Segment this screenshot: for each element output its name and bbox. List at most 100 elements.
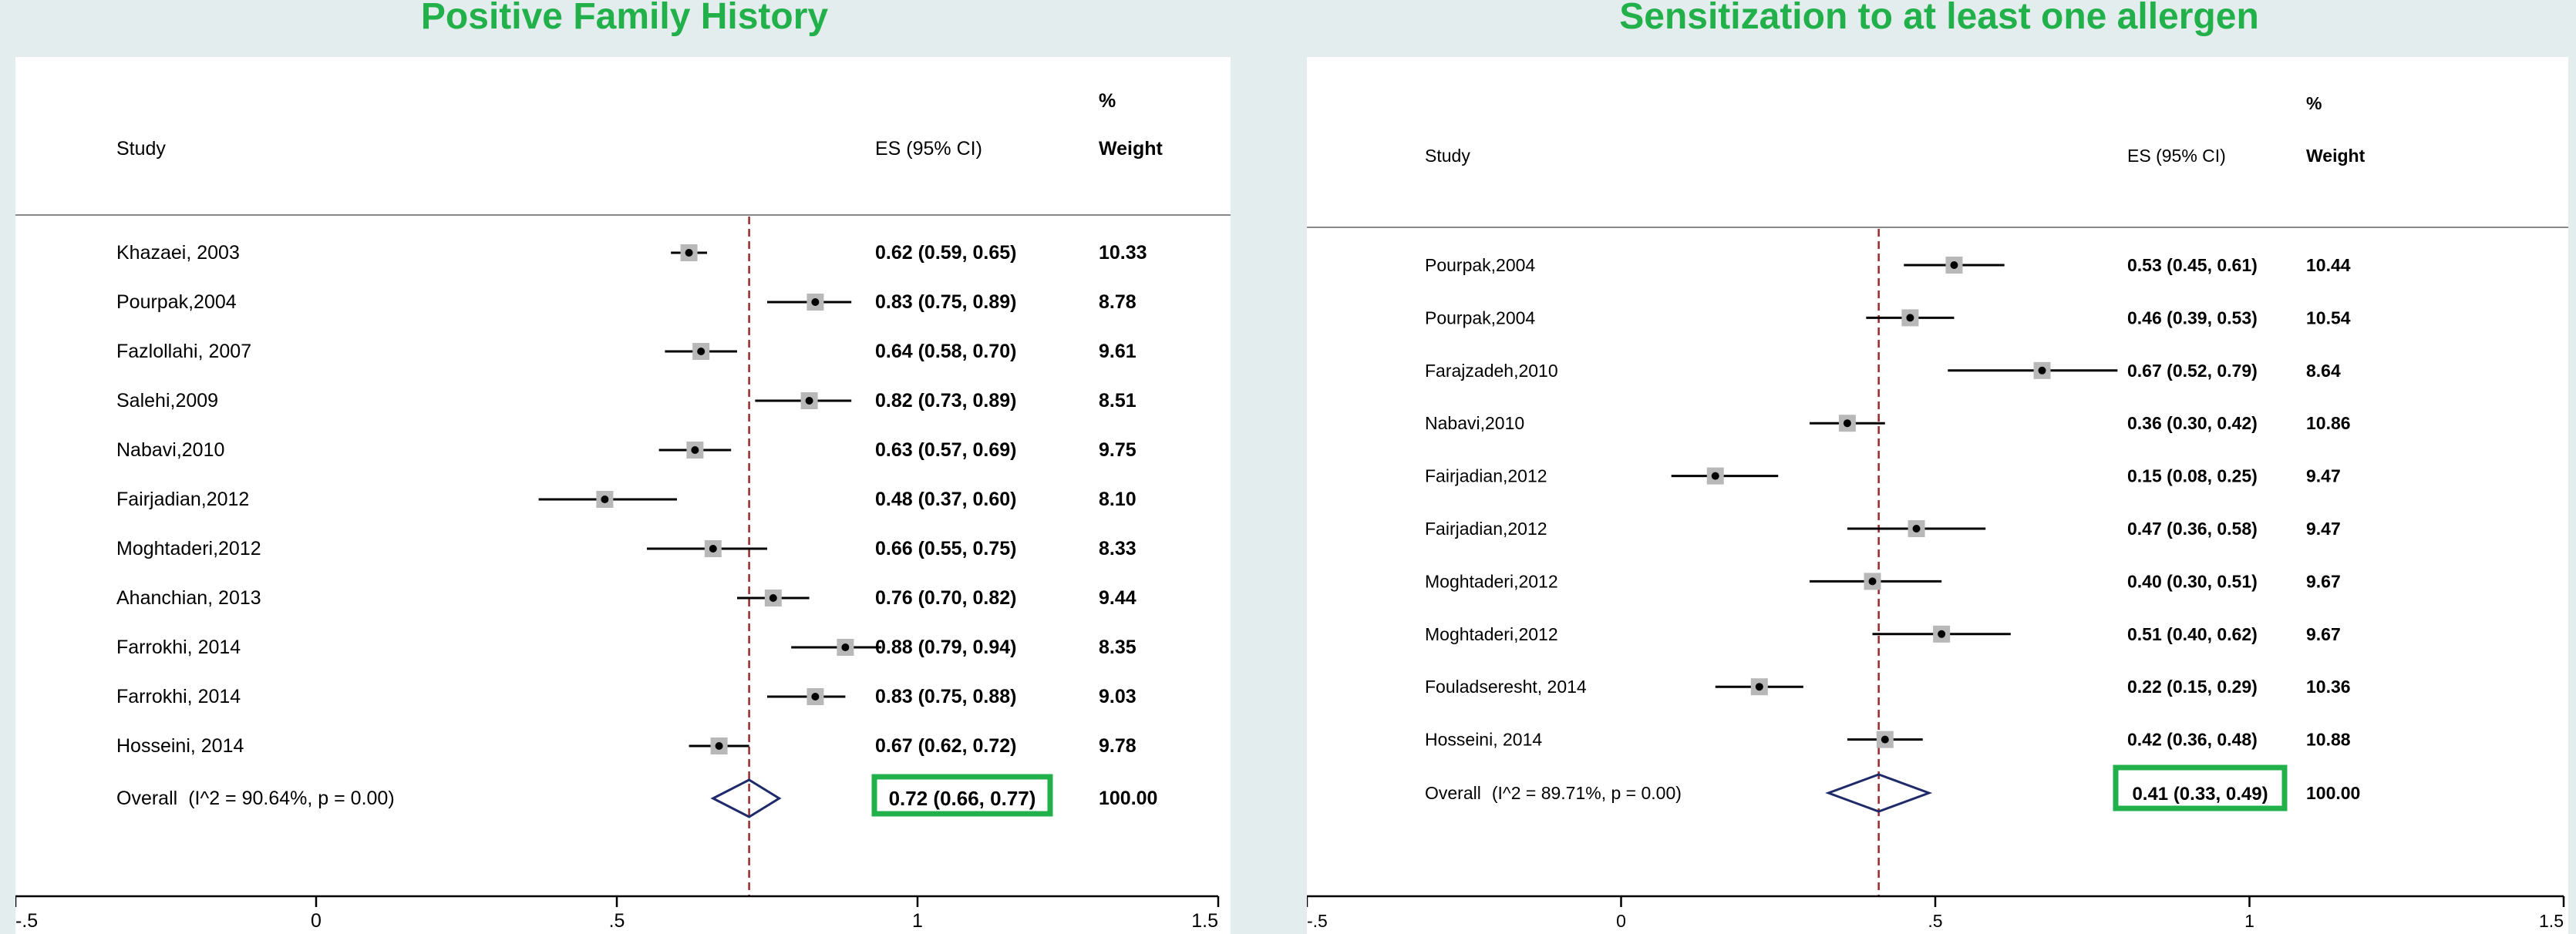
point-estimate	[811, 693, 820, 700]
point-estimate	[1868, 577, 1877, 586]
point-estimate	[601, 496, 609, 503]
study-name: Pourpak,2004	[1425, 307, 1535, 328]
weight-value: 8.35	[1099, 637, 1136, 658]
weight-value: 9.47	[2306, 466, 2341, 486]
point-estimate	[691, 446, 699, 454]
plot-area	[1307, 57, 2568, 934]
header-weight: Weight	[1099, 138, 1163, 160]
weight-value: 9.67	[2306, 571, 2341, 591]
study-name: Pourpak,2004	[1425, 255, 1535, 275]
es-value: 0.48 (0.37, 0.60)	[875, 489, 1016, 510]
overall-weight: 100.00	[1099, 788, 1157, 809]
overall-weight: 100.00	[2306, 783, 2360, 803]
x-tick-label: .5	[1928, 911, 1942, 931]
es-value: 0.40 (0.30, 0.51)	[2127, 571, 2258, 591]
es-value: 0.62 (0.59, 0.65)	[875, 242, 1016, 264]
study-name: Pourpak,2004	[116, 291, 237, 313]
point-estimate	[715, 742, 723, 750]
overall-diamond	[1825, 773, 1933, 813]
point-estimate	[1906, 314, 1914, 322]
study-name: Khazaei, 2003	[116, 242, 240, 264]
study-name: Farajzadeh,2010	[1425, 361, 1558, 381]
study-name: Farrokhi, 2014	[116, 637, 241, 658]
heterogeneity-stats: (I^2 = 90.64%, p = 0.00)	[188, 788, 394, 809]
es-value: 0.63 (0.57, 0.69)	[875, 439, 1016, 461]
es-value: 0.51 (0.40, 0.62)	[2127, 624, 2258, 644]
overall-diamond	[710, 778, 782, 818]
point-estimate	[811, 298, 820, 306]
es-value: 0.53 (0.45, 0.61)	[2127, 255, 2258, 275]
es-value: 0.76 (0.70, 0.82)	[875, 587, 1016, 609]
weight-value: 9.47	[2306, 519, 2341, 539]
es-value: 0.42 (0.36, 0.48)	[2127, 730, 2258, 750]
overall-es-value: 0.72 (0.66, 0.77)	[889, 787, 1036, 810]
point-estimate	[2038, 366, 2046, 375]
point-estimate	[805, 397, 813, 405]
study-name: Hosseini, 2014	[1425, 730, 1542, 750]
weight-value: 9.44	[1099, 587, 1136, 609]
x-tick-label: -.5	[1307, 911, 1328, 931]
study-name: Fairjadian,2012	[1425, 466, 1547, 486]
overall-label: Overall (I^2 = 89.71%, p = 0.00)	[1425, 783, 1682, 803]
study-name: Farrokhi, 2014	[116, 686, 241, 707]
point-estimate	[709, 545, 717, 553]
forest-plot-family-history: Study ES (95% CI)% Weight Khazaei, 2003 0.62…	[15, 57, 1231, 934]
point-estimate	[1938, 630, 1946, 638]
es-value: 0.46 (0.39, 0.53)	[2127, 307, 2258, 328]
study-name: Moghtaderi,2012	[1425, 571, 1558, 591]
header-percent: %	[1099, 90, 1116, 112]
weight-value: 10.44	[2306, 255, 2351, 275]
forest-plot-sensitization: Study ES (95% CI)% Weight Pourpak,2004 0.53 …	[1307, 57, 2568, 934]
study-name: Fouladseresht, 2014	[1425, 677, 1587, 697]
x-tick-label: 1	[912, 910, 923, 932]
x-tick-label: 0	[311, 910, 322, 932]
es-value: 0.47 (0.36, 0.58)	[2127, 519, 2258, 539]
es-value: 0.82 (0.73, 0.89)	[875, 390, 1016, 412]
study-name: Hosseini, 2014	[116, 735, 244, 757]
study-name: Nabavi,2010	[116, 439, 224, 461]
overall-highlight-box	[871, 774, 1053, 817]
study-name: Fairjadian,2012	[1425, 519, 1547, 539]
header-weight: Weight	[2306, 146, 2366, 166]
point-estimate	[685, 249, 693, 257]
chart-title: Sensitization to at least one allergen	[1619, 0, 2259, 37]
es-value: 0.83 (0.75, 0.89)	[875, 291, 1016, 313]
study-name: Ahanchian, 2013	[116, 587, 261, 609]
weight-value: 10.33	[1099, 242, 1147, 264]
point-estimate	[1881, 735, 1889, 744]
header-study: Study	[1425, 146, 1470, 166]
es-value: 0.67 (0.52, 0.79)	[2127, 361, 2258, 381]
point-estimate	[1950, 261, 1958, 269]
es-value: 0.66 (0.55, 0.75)	[875, 538, 1016, 559]
overall-highlight-box	[2113, 764, 2288, 811]
weight-value: 8.10	[1099, 489, 1136, 510]
x-tick-label: 0	[1616, 911, 1626, 931]
header-study: Study	[116, 138, 166, 160]
point-estimate	[841, 643, 850, 651]
x-tick-label: 1.5	[1191, 910, 1218, 932]
study-name: Salehi,2009	[116, 390, 218, 412]
x-tick-label: -.5	[15, 910, 38, 932]
x-tick-label: 1	[2244, 911, 2254, 931]
es-value: 0.15 (0.08, 0.25)	[2127, 466, 2258, 486]
header-percent: %	[2306, 93, 2322, 113]
study-name: Moghtaderi,2012	[1425, 624, 1558, 644]
weight-value: 10.86	[2306, 413, 2351, 433]
study-name: Nabavi,2010	[1425, 413, 1524, 433]
weight-value: 8.51	[1099, 390, 1136, 412]
weight-value: 8.78	[1099, 291, 1136, 313]
weight-value: 9.67	[2306, 624, 2341, 644]
study-name: Fairjadian,2012	[116, 489, 249, 510]
es-value: 0.88 (0.79, 0.94)	[875, 637, 1016, 658]
overall-label: Overall (I^2 = 90.64%, p = 0.00)	[116, 788, 395, 809]
weight-value: 8.33	[1099, 538, 1136, 559]
heterogeneity-stats: (I^2 = 89.71%, p = 0.00)	[1492, 783, 1682, 803]
x-tick-label: 1.5	[2539, 911, 2564, 931]
weight-value: 9.78	[1099, 735, 1136, 757]
point-estimate	[769, 594, 777, 602]
point-estimate	[697, 348, 705, 355]
weight-value: 10.88	[2306, 730, 2351, 750]
x-tick-label: .5	[609, 910, 625, 932]
es-value: 0.83 (0.75, 0.88)	[875, 686, 1016, 707]
chart-title: Positive Family History	[420, 0, 829, 37]
